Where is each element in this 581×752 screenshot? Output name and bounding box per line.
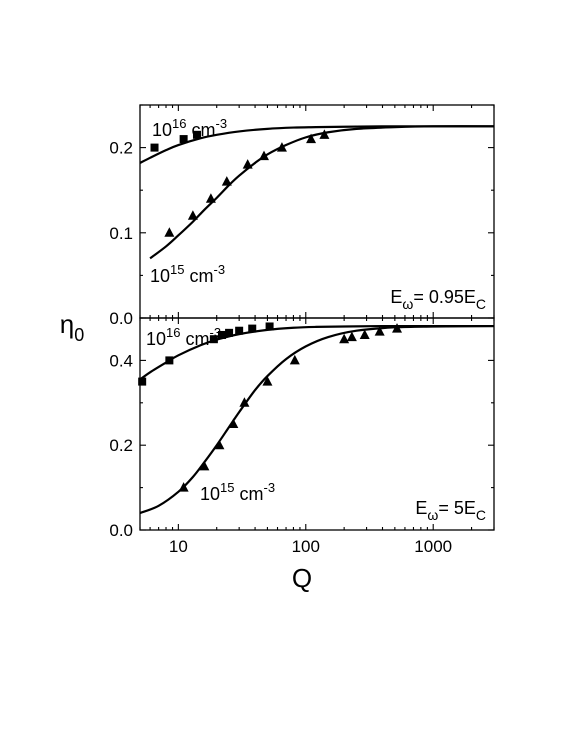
fit-curve xyxy=(140,324,494,515)
field-annotation: Eω= 5EC xyxy=(415,498,486,523)
data-point-square xyxy=(248,324,257,333)
data-point-square xyxy=(192,130,201,139)
plot-frame xyxy=(139,317,495,531)
fit-curve xyxy=(149,125,494,260)
data-point-triangle xyxy=(239,397,250,407)
data-point-triangle xyxy=(276,142,287,152)
data-point-triangle xyxy=(199,460,210,471)
data-point-triangle xyxy=(221,176,232,186)
data-point-square xyxy=(209,335,218,344)
data-point-triangle xyxy=(374,326,385,336)
series-label: 1016 cm-3 xyxy=(146,325,221,349)
data-point-triangle xyxy=(319,129,330,139)
data-point-triangle xyxy=(392,323,403,333)
top-panel: 0.0 0.1 0.2 1016 cm-3 1015 cm-3 Eω= 0.95EC xyxy=(109,104,495,328)
data-point-square xyxy=(265,322,274,331)
data-point-triangle xyxy=(262,376,273,386)
y-tick-label: 0.0 xyxy=(109,309,133,328)
data-point-triangle xyxy=(178,482,189,492)
x-tick-label: 100 xyxy=(292,537,320,556)
data-point-square xyxy=(150,143,159,152)
data-point-square xyxy=(225,328,234,337)
y-tick-label: 0.1 xyxy=(109,224,133,243)
series-label: 1015 cm-3 xyxy=(150,262,225,286)
x-axis-label: Q xyxy=(292,563,312,593)
series-label: 1016 cm-3 xyxy=(152,116,227,140)
data-point-triangle xyxy=(359,329,370,339)
x-tick-label: 10 xyxy=(169,537,188,556)
data-point-triangle xyxy=(214,439,225,450)
data-point-triangle xyxy=(164,227,175,237)
data-point-square xyxy=(138,377,147,386)
series-label: 1015 cm-3 xyxy=(200,480,275,504)
data-point-triangle xyxy=(187,210,198,220)
data-point-triangle xyxy=(258,150,269,161)
y-tick-label: 0.2 xyxy=(109,436,133,455)
data-point-square xyxy=(235,326,244,335)
data-point-square xyxy=(179,135,188,144)
data-point-triangle xyxy=(228,418,239,428)
data-point-triangle xyxy=(346,331,357,342)
field-annotation: Eω= 0.95EC xyxy=(390,287,486,312)
bottom-panel: 10 100 1000 0.0 0.2 0.4 1016 cm-3 1015 cm-3 Eω= … xyxy=(109,317,495,556)
y-tick-label: 0.2 xyxy=(109,139,133,158)
data-point-square xyxy=(165,356,174,365)
data-point-triangle xyxy=(242,159,253,169)
data-point-triangle xyxy=(339,333,350,344)
data-point-square xyxy=(217,330,226,339)
data-point-triangle xyxy=(205,193,216,203)
data-point-triangle xyxy=(289,354,300,365)
y-tick-label: 0.0 xyxy=(109,521,133,540)
x-tick-label: 1000 xyxy=(414,537,452,556)
data-point-triangle xyxy=(306,133,317,144)
fit-curve xyxy=(140,125,494,164)
y-axis-label: η0 xyxy=(60,309,84,345)
y-tick-label: 0.4 xyxy=(109,351,133,370)
